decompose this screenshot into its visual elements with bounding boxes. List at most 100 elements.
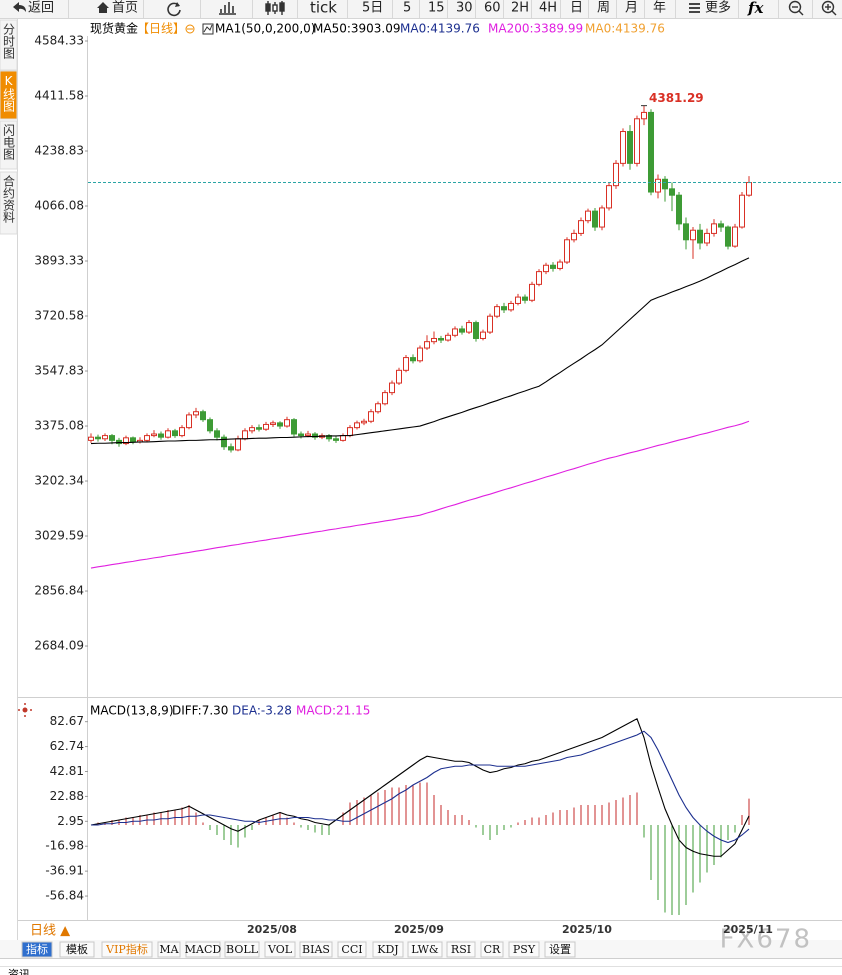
y-tick-label: 3375.08	[34, 419, 84, 433]
candle-body	[501, 306, 507, 311]
candle-body	[200, 411, 206, 421]
indicator-tab-label[interactable]: PSY	[513, 943, 536, 956]
toolbar-button[interactable]: 返回	[28, 1, 54, 16]
indicator-tab-label[interactable]: LW&	[411, 943, 439, 956]
footer-tab[interactable]: 资讯	[8, 968, 30, 975]
fx-icon[interactable]: fx	[747, 0, 764, 17]
candle-body	[739, 194, 745, 228]
indicator-tab-label[interactable]: VIP指标	[105, 942, 148, 956]
settings-icon[interactable]	[18, 703, 32, 717]
candle-body	[410, 357, 416, 362]
candle-body	[102, 435, 108, 440]
toolbar-button[interactable]: 5日	[362, 1, 383, 16]
toolbar-button[interactable]: 15	[428, 1, 445, 16]
indicator-tab-label[interactable]: BIAS	[302, 943, 330, 956]
period-tab[interactable]	[18, 922, 86, 940]
indicator-tab[interactable]	[337, 941, 367, 958]
candle-body	[228, 446, 234, 451]
indicator-tab[interactable]	[299, 941, 333, 958]
candle-icon[interactable]	[265, 1, 285, 15]
toolbar-button[interactable]: 年	[653, 1, 666, 16]
candle-body	[235, 438, 241, 451]
candle-body	[515, 296, 521, 304]
candle-body	[550, 264, 556, 269]
toolbar-button[interactable]: 月	[625, 1, 638, 16]
home-icon[interactable]	[97, 2, 109, 13]
indicator-tab[interactable]	[480, 941, 504, 958]
indicator-tab[interactable]	[372, 941, 404, 958]
candle-body	[613, 162, 619, 187]
indicator-tab-label[interactable]: MA	[159, 943, 179, 956]
zoom-in-icon[interactable]	[821, 0, 837, 16]
toolbar-button[interactable]: 4H	[539, 1, 557, 16]
toolbar-button[interactable]: 周	[597, 1, 610, 16]
refresh-icon[interactable]	[167, 2, 181, 17]
toolbar-button[interactable]: 30	[456, 1, 473, 16]
indicator-tab-label[interactable]: 指标	[26, 942, 48, 956]
indicator-tab[interactable]	[21, 941, 53, 958]
indicator-tab-label[interactable]: 设置	[549, 943, 571, 956]
indicator-tab[interactable]	[101, 941, 153, 958]
macd-title: MACD(13,8,9)	[90, 704, 174, 718]
indicator-tab[interactable]	[446, 941, 476, 958]
side-tab[interactable]	[0, 19, 18, 71]
indicator-tab[interactable]	[224, 941, 260, 958]
side-tab-label[interactable]: 分时图	[2, 23, 16, 59]
x-tick-label: 2025/08	[247, 923, 297, 936]
candle-body	[711, 223, 717, 234]
candle-body	[158, 433, 164, 438]
side-tab[interactable]	[0, 70, 18, 120]
indicator-tab-label[interactable]: RSI	[451, 943, 471, 956]
side-tab-label[interactable]: K线图	[2, 74, 16, 112]
candle-body	[508, 302, 514, 311]
indicator-tab[interactable]	[264, 941, 296, 958]
candle-body	[494, 306, 500, 317]
candle-body	[655, 178, 661, 193]
period-tab-label[interactable]: 日线 ▲	[30, 924, 70, 939]
candle-body	[648, 111, 654, 193]
indicator-tab-label[interactable]: CCI	[341, 943, 362, 956]
side-tab-label[interactable]: 合约资料	[2, 174, 16, 223]
candle-body	[704, 232, 710, 244]
toolbar-button[interactable]: 更多	[705, 0, 731, 16]
side-tab-label[interactable]: 闪电图	[2, 124, 16, 160]
toolbar-button[interactable]: 日	[570, 1, 583, 16]
indicator-tab-label[interactable]: KDJ	[377, 943, 398, 956]
candle-body	[564, 239, 570, 263]
side-tab[interactable]	[0, 120, 18, 170]
indicator-tab-label[interactable]: CR	[484, 943, 501, 956]
indicator-tab-label[interactable]: BOLL	[226, 943, 259, 956]
indicator-tab[interactable]	[508, 941, 540, 958]
zoom-out-icon[interactable]	[788, 0, 804, 16]
candle-body	[543, 264, 549, 273]
indicator-tab[interactable]	[407, 941, 443, 958]
period-label[interactable]: 【日线】	[137, 22, 185, 36]
back-icon[interactable]	[13, 2, 26, 12]
candle-body	[585, 210, 591, 222]
side-tab[interactable]	[0, 171, 18, 235]
candle-body	[746, 182, 752, 196]
candle-body	[172, 430, 178, 437]
toolbar-button[interactable]: tick	[310, 0, 337, 17]
indicator-icon[interactable]	[202, 23, 214, 35]
toolbar-button[interactable]: 首页	[112, 1, 138, 16]
toolbar-button[interactable]: 5	[403, 1, 411, 16]
toolbar-button[interactable]: 60	[484, 1, 501, 16]
indicator-tab[interactable]	[59, 941, 95, 958]
indicator-tab-label[interactable]: VOL	[267, 943, 293, 956]
indicator-tab[interactable]	[544, 941, 576, 958]
y-tick-label: 3547.83	[34, 364, 84, 378]
refresh-arrow	[175, 2, 180, 7]
indicator-tab[interactable]	[157, 941, 181, 958]
collapse-icon[interactable]	[185, 24, 195, 34]
candle-body	[277, 422, 283, 427]
candle-body	[459, 328, 465, 333]
bar-icon[interactable]	[219, 2, 236, 15]
toolbar-button[interactable]: 2H	[511, 1, 529, 16]
menu-icon[interactable]	[689, 3, 700, 13]
indicator-tab-label[interactable]: MACD	[185, 943, 222, 956]
candle-body	[606, 185, 612, 209]
candle-body	[179, 427, 185, 437]
indicator-tab[interactable]	[185, 941, 221, 958]
indicator-tab-label[interactable]: 模板	[66, 942, 88, 956]
